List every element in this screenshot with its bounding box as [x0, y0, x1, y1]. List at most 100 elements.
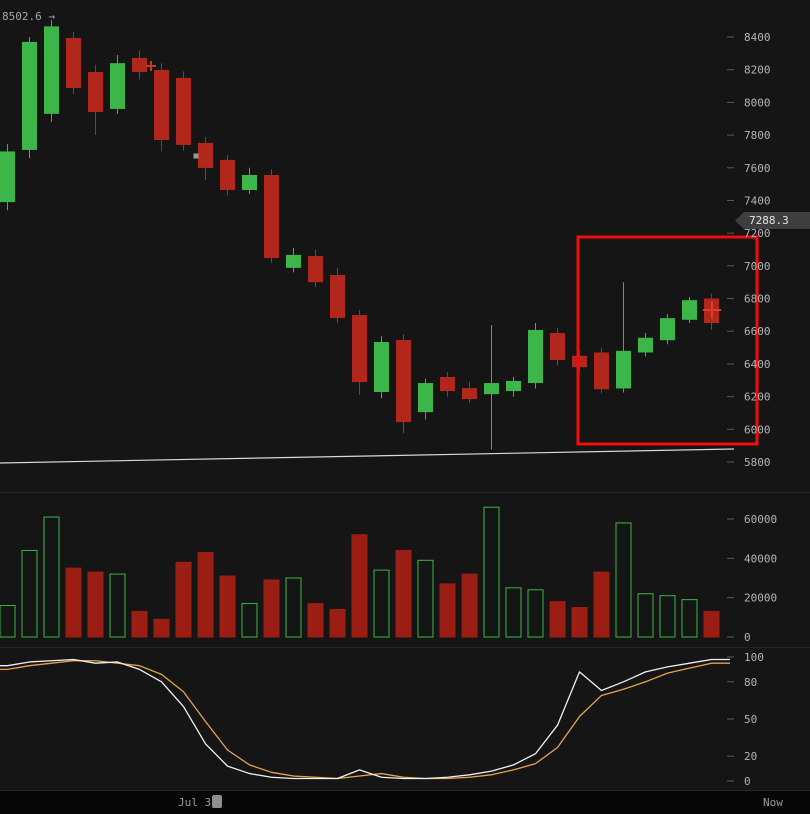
- candle-body: [550, 333, 565, 360]
- volume-bar: [241, 603, 258, 638]
- slow-line: [0, 660, 730, 780]
- volume-bar: [65, 567, 82, 638]
- volume-bar: [505, 587, 522, 638]
- candle-body: [44, 26, 59, 114]
- volume-bar: [373, 569, 390, 638]
- volume-bar: [461, 573, 478, 638]
- volume-bar: [197, 551, 214, 638]
- chart-markers: [146, 61, 721, 319]
- volume-bar: [263, 579, 280, 638]
- volume-bar: [285, 577, 302, 638]
- axis-label: 20: [744, 750, 757, 763]
- volume-bars: [0, 506, 720, 638]
- candle-body: [242, 174, 257, 190]
- volume-bar: [0, 605, 16, 638]
- candle-body: [154, 70, 169, 140]
- axis-label: 60000: [744, 513, 777, 526]
- candle-body: [308, 256, 323, 283]
- candles: [0, 20, 719, 450]
- volume-bar: [571, 607, 588, 638]
- volume-bar: [43, 516, 60, 638]
- candle-body: [594, 352, 609, 390]
- volume-bar: [219, 575, 236, 638]
- candle-body: [352, 315, 367, 383]
- candle-body: [220, 159, 235, 190]
- trend-line: [0, 448, 735, 464]
- volume-bar: [659, 595, 676, 638]
- candle-body: [660, 318, 675, 341]
- candle-body: [66, 37, 81, 88]
- volume-bar: [131, 610, 148, 638]
- axis-label: 8200: [744, 64, 771, 77]
- candle-body: [440, 377, 455, 392]
- axis-label: 7200: [744, 227, 771, 240]
- candle-body: [506, 380, 521, 392]
- square-marker: [193, 153, 199, 159]
- last-price-value: 7288.3: [749, 214, 789, 227]
- volume-bar: [703, 610, 720, 638]
- oscillator-lines: [0, 658, 730, 780]
- alert-price-label: 8502.6 →: [2, 10, 55, 23]
- candle-body: [396, 340, 411, 423]
- candle-body: [0, 151, 15, 203]
- volume-bar: [637, 593, 654, 638]
- date-label: Jul 31: [178, 796, 218, 809]
- volume-bar: [109, 573, 126, 638]
- candle-body: [132, 57, 147, 72]
- volume-bar: [153, 618, 170, 638]
- axis-label: 0: [744, 631, 751, 644]
- volume-bar: [549, 601, 566, 638]
- volume-bar: [329, 608, 346, 638]
- volume-bar: [395, 549, 412, 638]
- candle-body: [638, 337, 653, 353]
- candle-body: [264, 174, 279, 258]
- axis-label: 40000: [744, 552, 777, 565]
- axis-label: 5800: [744, 456, 771, 469]
- axis-label: 6200: [744, 391, 771, 404]
- price-axis[interactable]: 8400 8200 8000 7800 7600 7400 7200 7000 6800 6600…: [727, 31, 771, 469]
- candle-body: [22, 41, 37, 150]
- axis-label: 100: [744, 651, 764, 664]
- candle-body: [330, 275, 345, 318]
- time-axis[interactable]: Jul 31 Now: [0, 790, 810, 814]
- candle-body: [374, 342, 389, 393]
- candle-body: [528, 329, 543, 384]
- candle-body: [462, 388, 477, 400]
- volume-bar: [593, 571, 610, 638]
- volume-bar: [307, 603, 324, 638]
- axis-label: 7000: [744, 260, 771, 273]
- volume-axis[interactable]: 60000 40000 20000 0: [727, 513, 777, 644]
- volume-bar: [87, 571, 104, 638]
- candle-body: [484, 383, 499, 395]
- oscillator-axis[interactable]: 100 80 50 20 0: [727, 651, 764, 788]
- volume-bar: [21, 549, 38, 638]
- volume-bar: [417, 559, 434, 638]
- highlight-box: [576, 235, 759, 446]
- pane-separators: [0, 492, 810, 648]
- axis-label: 6600: [744, 325, 771, 338]
- time-marker: [212, 795, 222, 808]
- axis-label: 6000: [744, 423, 771, 436]
- volume-bar: [681, 599, 698, 638]
- now-label[interactable]: Now: [763, 796, 783, 809]
- axis-label: 8000: [744, 96, 771, 109]
- candle-body: [682, 300, 697, 320]
- axis-label: 0: [744, 775, 751, 788]
- axis-label: 6800: [744, 293, 771, 306]
- last-price-tag: 7288.3: [735, 212, 810, 229]
- volume-bar: [483, 506, 500, 638]
- candle-body: [286, 254, 301, 268]
- candle-body: [198, 142, 213, 168]
- fast-line: [0, 658, 730, 780]
- candle-body: [616, 350, 631, 389]
- axis-label: 8400: [744, 31, 771, 44]
- candle-body: [418, 383, 433, 413]
- volume-bar: [175, 561, 192, 638]
- volume-bar: [439, 583, 456, 638]
- axis-label: 6400: [744, 358, 771, 371]
- candle-body: [110, 63, 125, 109]
- candle-body: [176, 77, 191, 145]
- axis-label: 80: [744, 676, 757, 689]
